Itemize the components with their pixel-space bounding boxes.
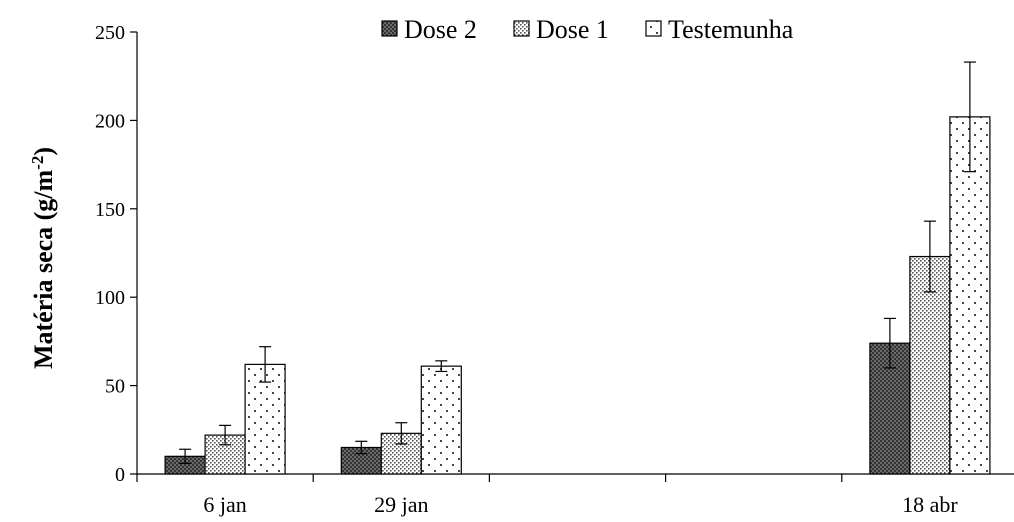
y-axis-title-text: Matéria seca (g/m bbox=[29, 169, 58, 369]
y-tick-label: 250 bbox=[95, 22, 125, 44]
legend-label: Dose 2 bbox=[404, 15, 477, 44]
y-tick-label: 200 bbox=[95, 110, 125, 132]
y-axis-title-superscript: -2 bbox=[28, 156, 47, 170]
legend-swatch bbox=[513, 20, 530, 37]
legend: Dose 2 Dose 1 Testemunha bbox=[381, 15, 794, 44]
x-category-label: 6 jan bbox=[203, 492, 246, 517]
y-tick-label: 100 bbox=[95, 287, 125, 309]
bar-dose-1 bbox=[909, 255, 951, 475]
bar-dose-1 bbox=[204, 434, 246, 475]
bars bbox=[164, 116, 991, 475]
legend-label: Testemunha bbox=[668, 15, 794, 44]
y-tick-label: 150 bbox=[95, 199, 125, 221]
y-tick-label: 50 bbox=[105, 376, 125, 398]
bar-dose-2 bbox=[340, 446, 382, 475]
bar-testemunha bbox=[420, 365, 462, 475]
y-axis-title-close: ) bbox=[29, 147, 58, 156]
x-axis: 6 jan 29 jan 18 abr bbox=[136, 473, 1014, 517]
x-category-label: 18 abr bbox=[902, 492, 958, 517]
legend-swatch bbox=[381, 20, 398, 37]
error-bars bbox=[179, 61, 976, 464]
legend-label: Dose 1 bbox=[536, 15, 609, 44]
legend-swatch bbox=[645, 20, 662, 37]
y-axis-title: Matéria seca (g/m-2) bbox=[28, 147, 59, 369]
x-category-label: 29 jan bbox=[374, 492, 428, 517]
y-tick-label: 0 bbox=[115, 464, 125, 486]
y-axis: 0 50 100 150 200 250 bbox=[95, 22, 138, 486]
